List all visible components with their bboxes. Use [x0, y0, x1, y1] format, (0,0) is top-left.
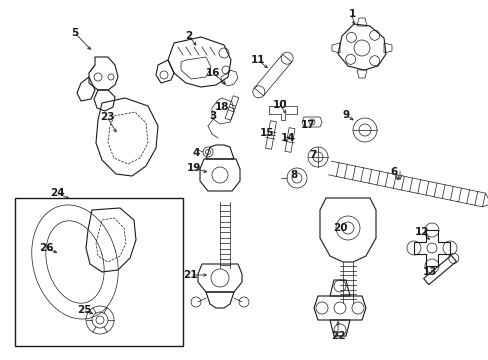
Text: 26: 26 — [39, 243, 53, 253]
Text: 19: 19 — [186, 163, 201, 173]
Text: 9: 9 — [342, 110, 349, 120]
Text: 17: 17 — [300, 120, 315, 130]
Text: 25: 25 — [77, 305, 91, 315]
Text: 10: 10 — [272, 100, 286, 110]
Text: 7: 7 — [309, 150, 316, 160]
Text: 24: 24 — [50, 188, 64, 198]
Bar — [15, 198, 183, 346]
Text: 2: 2 — [185, 31, 192, 41]
Text: 23: 23 — [100, 112, 114, 122]
Text: 3: 3 — [209, 111, 216, 121]
Text: 4: 4 — [192, 148, 199, 158]
Text: 6: 6 — [389, 167, 397, 177]
Text: 1: 1 — [347, 9, 355, 19]
Text: 15: 15 — [259, 128, 274, 138]
Text: 8: 8 — [290, 170, 297, 180]
Text: 11: 11 — [250, 55, 264, 65]
Text: 21: 21 — [183, 270, 197, 280]
Text: 13: 13 — [422, 267, 436, 277]
Text: 22: 22 — [330, 331, 345, 341]
Text: 16: 16 — [205, 68, 220, 78]
Text: 12: 12 — [414, 227, 428, 237]
Text: 14: 14 — [280, 133, 295, 143]
Text: 5: 5 — [71, 28, 79, 38]
Text: 20: 20 — [332, 223, 346, 233]
Text: 18: 18 — [214, 102, 229, 112]
